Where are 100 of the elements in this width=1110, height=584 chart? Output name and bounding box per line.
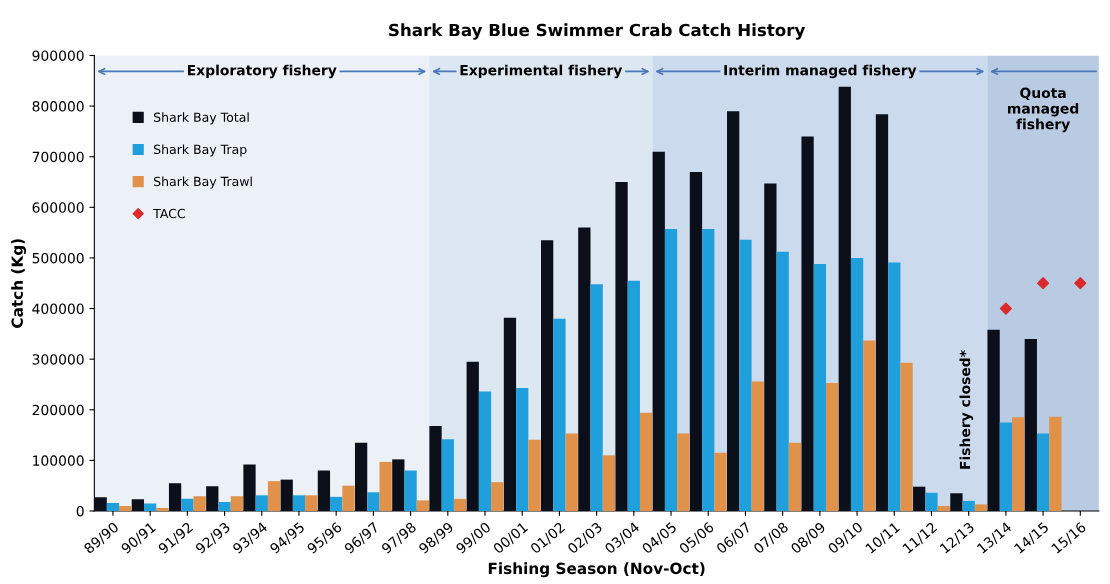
bar [354, 442, 368, 511]
bar [94, 497, 107, 511]
bar [962, 500, 975, 511]
bar [689, 171, 703, 511]
bar [1049, 416, 1062, 511]
bar [106, 502, 120, 511]
bar [913, 486, 926, 511]
y-tick-label: 900000 [32, 50, 84, 61]
bar [838, 86, 851, 511]
bar [168, 483, 182, 511]
legend-label: TACC [153, 208, 185, 219]
bar [776, 251, 789, 511]
y-tick-label: 200000 [32, 404, 84, 416]
y-axis-title: Catch (Kg) [11, 239, 27, 328]
bar [565, 433, 578, 511]
bar [541, 240, 554, 511]
bar [863, 340, 876, 511]
bar [379, 461, 392, 511]
bar [900, 362, 913, 511]
bar [639, 412, 653, 511]
bar [888, 262, 901, 511]
chart-title: Shark Bay Blue Swimmer Crab Catch History [389, 23, 806, 40]
y-tick-label: 100000 [33, 455, 84, 466]
bar [181, 498, 194, 511]
y-tick-label: 300000 [32, 354, 84, 365]
band-label: Interim managed fishery [724, 64, 917, 79]
bar [950, 493, 963, 511]
bar [292, 495, 306, 511]
bar [627, 280, 640, 511]
y-tick-label: 600000 [32, 202, 84, 213]
bar [305, 495, 318, 511]
y-tick-label: 500000 [32, 252, 84, 264]
bar [801, 136, 814, 511]
bar [466, 361, 479, 511]
bar [937, 505, 950, 511]
bar [1012, 417, 1025, 511]
x-axis-title: Fishing Season (Nov-Oct) [488, 562, 705, 578]
bar [615, 182, 628, 511]
bar [218, 501, 231, 511]
bar [392, 459, 405, 511]
bar [144, 503, 157, 511]
bar [404, 470, 417, 511]
bar [553, 318, 566, 511]
bar [702, 229, 715, 511]
band-label: Experimental fishery [460, 64, 623, 79]
bar [429, 425, 442, 511]
legend-label: Shark Bay Trap [154, 144, 247, 157]
annotation: Fishery closed* [959, 350, 974, 469]
bar [677, 433, 690, 511]
bar [999, 422, 1013, 511]
bar [453, 498, 467, 511]
y-tick-label: 800000 [32, 101, 84, 112]
bar [491, 482, 504, 511]
bar [503, 317, 517, 511]
bar [367, 492, 380, 511]
bar [230, 496, 243, 511]
bar [416, 500, 430, 511]
bar [330, 496, 343, 511]
bar [764, 183, 777, 511]
bar [602, 455, 616, 511]
bar [652, 151, 665, 511]
bar [441, 439, 454, 511]
legend-label: Shark Bay Trawl [154, 176, 252, 189]
legend-label: Shark Bay Total [154, 112, 249, 125]
y-tick-label: 700000 [32, 151, 84, 163]
bar [516, 388, 529, 511]
bar [342, 485, 355, 511]
y-tick-label: 400000 [32, 303, 84, 315]
bar [255, 495, 268, 511]
bar [578, 227, 591, 511]
bar [478, 391, 492, 511]
bar [751, 381, 764, 511]
bar [1036, 433, 1050, 511]
bar [590, 284, 603, 511]
bar [280, 479, 293, 511]
y-tick-label: 0 [76, 505, 84, 517]
bar [813, 264, 826, 511]
bar [727, 111, 740, 511]
band-label: Quota managed fishery [1008, 87, 1079, 133]
bar [739, 239, 752, 511]
bar [243, 464, 256, 511]
bar [131, 499, 145, 511]
bar [974, 504, 988, 511]
band-label: Exploratory fishery [188, 64, 337, 79]
bar [987, 329, 1000, 511]
bar [193, 496, 206, 511]
bar [119, 505, 132, 511]
bar [875, 114, 889, 511]
bar [826, 382, 839, 511]
bar [528, 439, 541, 511]
bar [664, 229, 678, 511]
bar [714, 452, 727, 511]
bar [788, 442, 802, 511]
bar [850, 257, 864, 511]
bar [1024, 338, 1037, 511]
bar [267, 481, 281, 511]
bar [156, 507, 169, 511]
bar [317, 470, 331, 511]
bar [206, 486, 219, 511]
bar [925, 492, 938, 511]
